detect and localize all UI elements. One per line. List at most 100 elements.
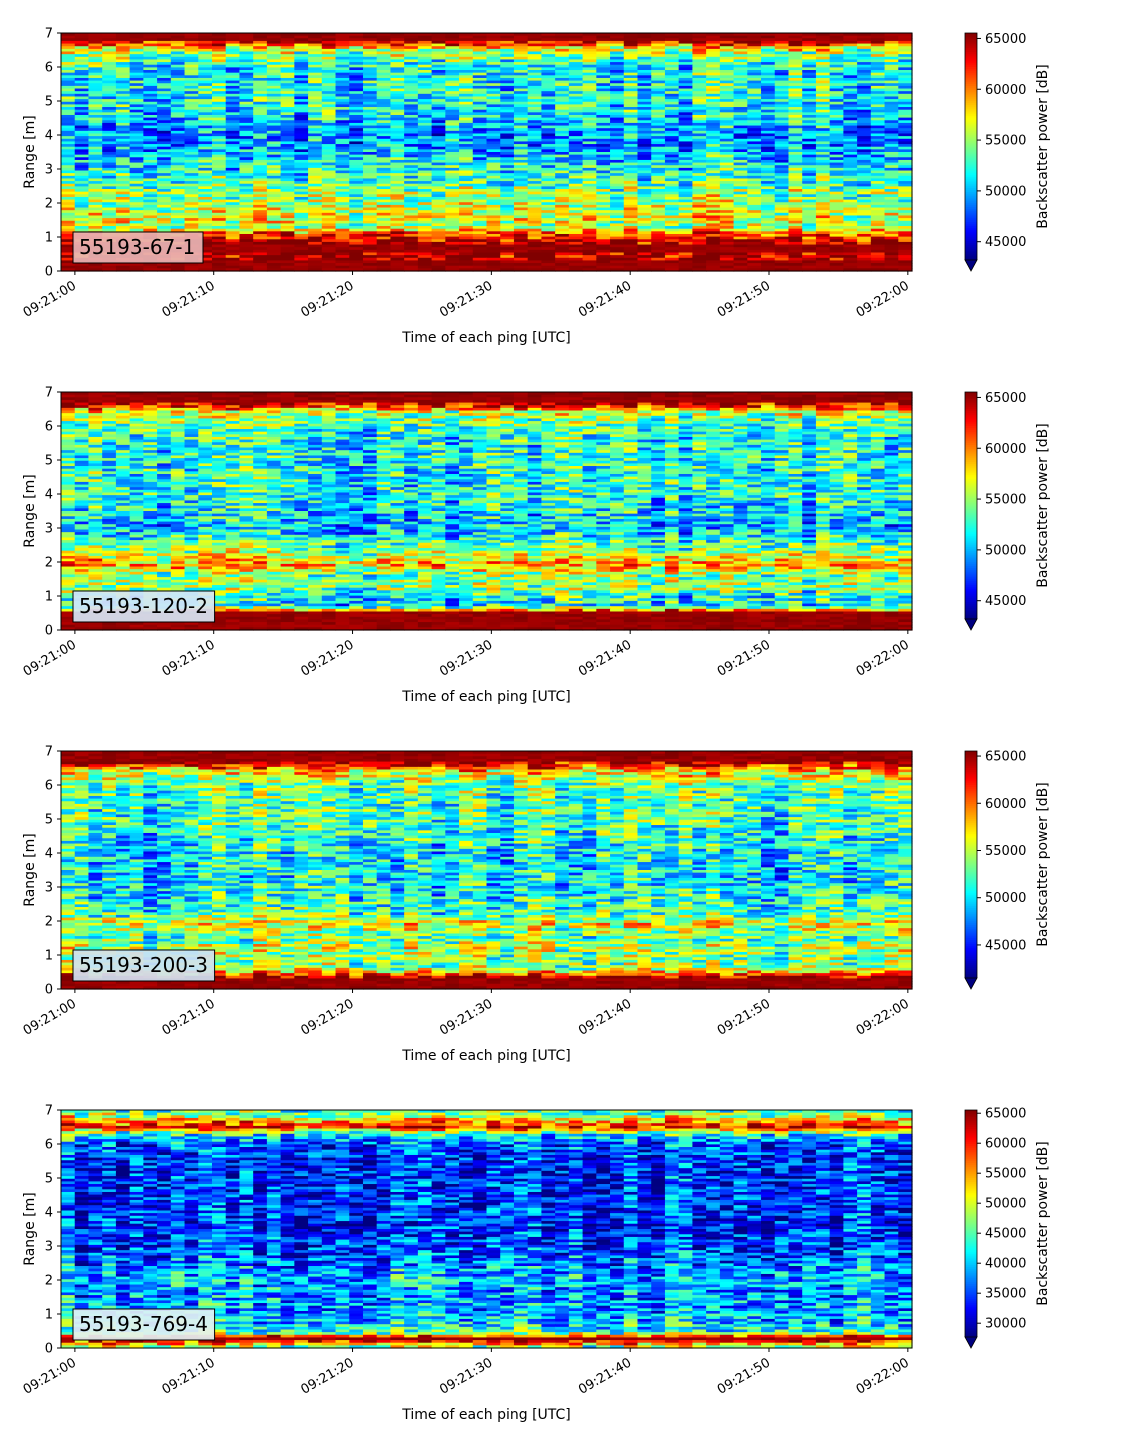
- heatmap-cell: [184, 46, 199, 50]
- heatmap-cell: [582, 93, 597, 98]
- heatmap-cell: [253, 77, 268, 82]
- heatmap-cell: [706, 162, 721, 166]
- heatmap-cell: [239, 99, 254, 103]
- heatmap-cell: [74, 149, 90, 153]
- heatmap-cell: [157, 125, 172, 129]
- heatmap-cell: [527, 133, 543, 137]
- heatmap-cell: [870, 46, 886, 50]
- heatmap-cell: [362, 83, 378, 87]
- heatmap-cell: [239, 133, 254, 137]
- heatmap-cell: [829, 72, 844, 76]
- heatmap-cell: [376, 146, 392, 150]
- heatmap-cell: [349, 33, 364, 37]
- heatmap-cell: [472, 159, 488, 164]
- heatmap-cell: [88, 101, 103, 105]
- heatmap-cell: [884, 125, 899, 129]
- heatmap-cell: [308, 120, 323, 124]
- heatmap-cell: [568, 48, 584, 53]
- heatmap-cell: [266, 99, 282, 103]
- heatmap-cell: [61, 64, 76, 68]
- heatmap-cell: [280, 91, 295, 95]
- heatmap-cell: [774, 43, 790, 47]
- heatmap-cell: [610, 117, 625, 121]
- heatmap-cell: [513, 128, 529, 132]
- heatmap-cell: [541, 93, 556, 98]
- heatmap-cell: [417, 152, 433, 156]
- heatmap-cell: [802, 88, 817, 92]
- heatmap-cell: [774, 35, 790, 39]
- heatmap-cell: [74, 146, 90, 150]
- heatmap-cell: [802, 77, 817, 82]
- heatmap-cell: [404, 93, 419, 98]
- heatmap-cell: [445, 141, 460, 145]
- heatmap-cell: [115, 125, 131, 129]
- heatmap-cell: [472, 130, 488, 135]
- heatmap-cell: [143, 130, 158, 135]
- heatmap-cell: [280, 107, 295, 111]
- heatmap-cell: [376, 157, 392, 161]
- heatmap-cell: [115, 67, 131, 71]
- heatmap-cell: [184, 117, 199, 121]
- heatmap-cell: [390, 43, 405, 47]
- heatmap-cell: [678, 146, 693, 150]
- heatmap-cell: [404, 125, 419, 129]
- heatmap-cell: [294, 99, 309, 103]
- heatmap-cell: [747, 93, 762, 98]
- heatmap-cell: [390, 154, 405, 158]
- heatmap-cell: [527, 125, 543, 129]
- heatmap-cell: [761, 56, 776, 61]
- heatmap-cell: [623, 154, 639, 158]
- heatmap-cell: [280, 64, 295, 68]
- heatmap-cell: [266, 40, 282, 45]
- heatmap-cell: [390, 104, 405, 108]
- heatmap-cell: [170, 59, 186, 63]
- heatmap-cell: [857, 40, 872, 45]
- heatmap-cell: [225, 64, 241, 68]
- heatmap-cell: [294, 83, 309, 87]
- heatmap-cell: [733, 154, 748, 158]
- heatmap-cell: [500, 67, 515, 71]
- heatmap-cell: [404, 133, 419, 137]
- heatmap-cell: [376, 70, 392, 74]
- heatmap-cell: [198, 159, 213, 164]
- heatmap-cell: [390, 125, 405, 129]
- heatmap-cell: [459, 136, 474, 140]
- heatmap-cell: [527, 93, 543, 98]
- heatmap-cell: [637, 104, 652, 108]
- heatmap-cell: [486, 72, 501, 76]
- heatmap-cell: [129, 159, 144, 164]
- heatmap-cell: [431, 93, 446, 98]
- heatmap-cell: [143, 133, 158, 137]
- heatmap-cell: [266, 77, 282, 82]
- heatmap-cell: [280, 59, 295, 63]
- heatmap-cell: [898, 146, 913, 150]
- heatmap-cell: [404, 72, 419, 76]
- heatmap-cell: [143, 138, 158, 143]
- heatmap-cell: [88, 144, 103, 148]
- heatmap-cell: [431, 54, 446, 58]
- heatmap-cell: [88, 96, 103, 100]
- heatmap-cell: [376, 112, 392, 116]
- heatmap-cell: [321, 130, 337, 135]
- heatmap-cell: [239, 40, 254, 45]
- heatmap-cell: [774, 136, 790, 140]
- heatmap-cell: [568, 77, 584, 82]
- heatmap-cell: [747, 133, 762, 137]
- heatmap-cell: [568, 144, 584, 148]
- heatmap-cell: [321, 46, 337, 50]
- heatmap-cell: [500, 117, 515, 121]
- heatmap-cell: [802, 112, 817, 116]
- heatmap-cell: [472, 83, 488, 87]
- heatmap-cell: [266, 157, 282, 161]
- heatmap-cell: [596, 125, 611, 129]
- heatmap-cell: [678, 120, 693, 124]
- heatmap-cell: [829, 88, 844, 92]
- heatmap-cell: [198, 67, 213, 71]
- heatmap-cell: [198, 46, 213, 50]
- heatmap-cell: [88, 64, 103, 68]
- heatmap-cell: [335, 130, 350, 135]
- heatmap-cell: [362, 56, 378, 61]
- heatmap-cell: [651, 43, 666, 47]
- heatmap-cell: [815, 75, 831, 79]
- heatmap-cell: [486, 93, 501, 98]
